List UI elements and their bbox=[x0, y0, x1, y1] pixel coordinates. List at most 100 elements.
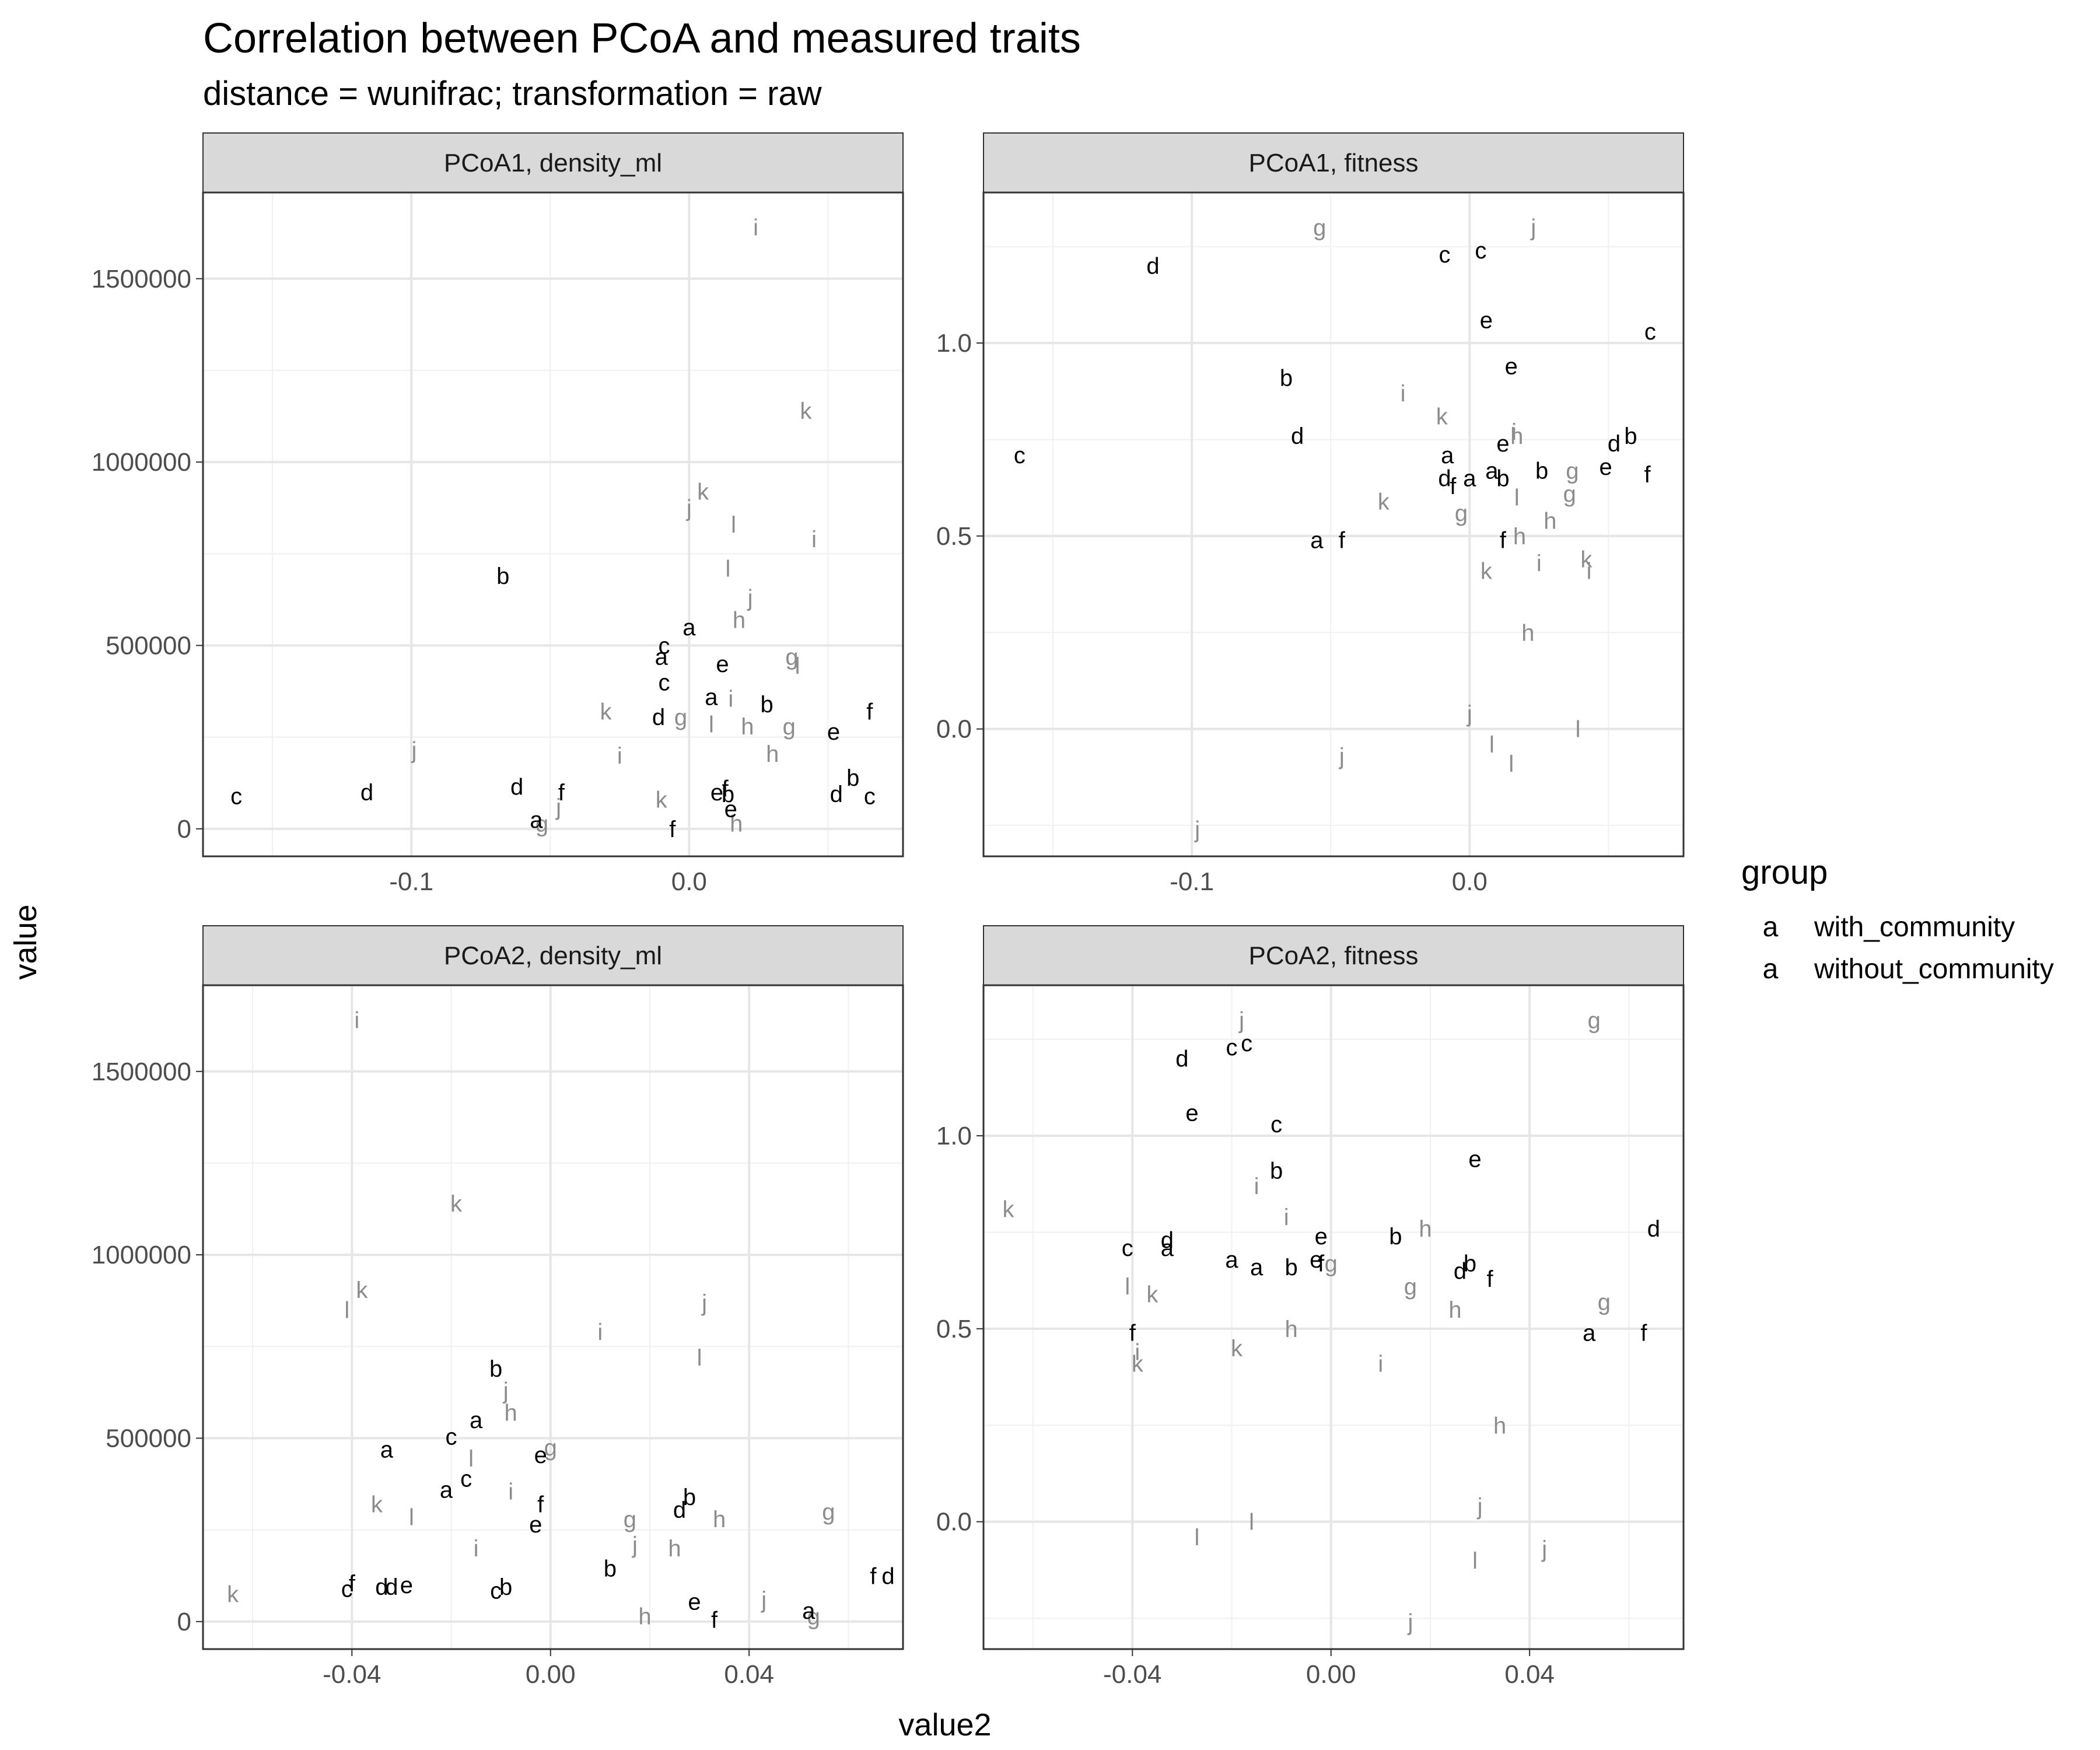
data-point: a bbox=[1463, 466, 1476, 492]
data-point: h bbox=[638, 1604, 651, 1629]
facet-strip bbox=[202, 925, 904, 986]
data-point: c bbox=[1644, 319, 1656, 345]
facet-strip-label: PCoA2, fitness bbox=[1248, 942, 1418, 970]
data-point: f bbox=[1450, 474, 1457, 499]
data-point: g bbox=[536, 811, 548, 836]
data-point: e bbox=[1496, 431, 1509, 457]
facet-strip-label: PCoA1, fitness bbox=[1248, 149, 1418, 177]
data-point: b bbox=[1496, 466, 1509, 492]
data-point: l bbox=[1576, 717, 1581, 743]
data-point: g bbox=[1455, 501, 1468, 526]
data-point: k bbox=[1003, 1197, 1015, 1223]
data-point: g bbox=[822, 1499, 835, 1525]
data-point: k bbox=[800, 398, 812, 424]
data-point: k bbox=[450, 1191, 463, 1217]
data-point: f bbox=[866, 699, 873, 725]
data-point: d bbox=[1647, 1216, 1660, 1242]
data-point: j bbox=[1238, 1008, 1244, 1034]
data-point: j bbox=[686, 496, 692, 522]
data-point: k bbox=[227, 1582, 239, 1608]
data-point: f bbox=[1644, 462, 1651, 488]
data-point: j bbox=[1194, 817, 1200, 843]
data-point: f bbox=[1318, 1251, 1325, 1276]
data-point: i bbox=[354, 1008, 359, 1034]
data-point: a bbox=[682, 615, 696, 640]
data-point: c bbox=[341, 1576, 353, 1602]
data-point: k bbox=[1132, 1351, 1144, 1377]
data-point: e bbox=[1315, 1224, 1328, 1250]
data-point: h bbox=[1419, 1216, 1432, 1242]
data-point: l bbox=[1249, 1510, 1254, 1535]
data-point: k bbox=[656, 788, 668, 813]
facet-panel: PCoA1, fitness-0.1 0.00.00.51.0g jikihgglk… bbox=[936, 132, 1685, 896]
legend-key: a bbox=[1763, 912, 1779, 943]
data-point: d bbox=[385, 1574, 398, 1600]
data-point: b bbox=[1270, 1158, 1283, 1184]
data-point: g bbox=[674, 705, 687, 730]
data-point: c bbox=[658, 633, 670, 659]
data-point: a bbox=[1441, 443, 1454, 468]
data-point: h bbox=[730, 811, 743, 836]
data-point: l bbox=[1125, 1274, 1130, 1300]
data-point: g bbox=[1566, 458, 1578, 484]
chart-title: Correlation between PCoA and measured tr… bbox=[203, 15, 1081, 62]
y-tick-label: 0.5 bbox=[936, 522, 972, 551]
data-point: k bbox=[697, 479, 709, 505]
panel-border bbox=[202, 984, 904, 1650]
data-point: j bbox=[503, 1378, 509, 1404]
facet-strip bbox=[202, 132, 904, 193]
y-tick-label: 1500000 bbox=[92, 1058, 191, 1086]
data-point: a bbox=[440, 1478, 453, 1503]
data-point: g bbox=[783, 714, 796, 740]
data-point: c bbox=[1122, 1236, 1133, 1261]
data-point: e bbox=[827, 719, 840, 745]
x-tick-label: 0.00 bbox=[526, 1660, 576, 1689]
data-point: k bbox=[1580, 547, 1592, 573]
data-point: d bbox=[375, 1574, 388, 1600]
x-tick-label: 0.0 bbox=[671, 867, 707, 896]
data-point: b bbox=[1624, 424, 1637, 449]
data-point: k bbox=[1231, 1336, 1243, 1362]
facet-panel: PCoA1, density_ml -0.1 0.0 0 500000 1000000 15… bbox=[92, 132, 904, 896]
data-point: j bbox=[1541, 1536, 1547, 1562]
data-point: l bbox=[795, 653, 800, 679]
data-point: f bbox=[1487, 1266, 1494, 1292]
data-point: d bbox=[1146, 254, 1159, 279]
data-point: c bbox=[230, 783, 242, 809]
data-point: e bbox=[688, 1589, 701, 1615]
data-point: b bbox=[496, 564, 509, 589]
data-point: i bbox=[753, 215, 758, 241]
data-point: j bbox=[1530, 215, 1536, 241]
y-tick-label: 1000000 bbox=[92, 1241, 191, 1269]
facet-panels: PCoA1, density_ml-0.1 0.00500000100000015… bbox=[92, 132, 1685, 1689]
data-point: d bbox=[1291, 424, 1304, 449]
chart-subtitle: distance = wunifrac; transformation = ra… bbox=[203, 75, 822, 113]
data-point: l bbox=[1195, 1525, 1200, 1550]
data-point: e bbox=[1505, 354, 1518, 380]
panel-background bbox=[203, 192, 903, 856]
legend-key: a bbox=[1763, 954, 1779, 985]
data-point: c bbox=[460, 1466, 472, 1492]
data-point: b bbox=[489, 1356, 502, 1382]
data-point: d bbox=[881, 1563, 894, 1589]
y-tick-label: 1500000 bbox=[92, 265, 191, 293]
data-point: k bbox=[1480, 558, 1493, 584]
data-point: k bbox=[600, 699, 612, 725]
data-point: a bbox=[1583, 1320, 1596, 1346]
legend-label: with_community bbox=[1814, 912, 2015, 943]
data-point: h bbox=[1521, 620, 1534, 646]
data-point: h bbox=[1448, 1297, 1461, 1323]
data-point: h bbox=[1285, 1317, 1298, 1342]
data-point: b bbox=[846, 765, 859, 791]
data-point: h bbox=[766, 741, 779, 767]
data-point: b bbox=[1389, 1224, 1402, 1250]
data-point: g bbox=[544, 1435, 557, 1461]
data-point: g bbox=[807, 1604, 820, 1629]
data-point: k bbox=[371, 1492, 383, 1518]
data-point: i bbox=[1135, 1340, 1140, 1366]
data-point: h bbox=[1493, 1413, 1506, 1438]
data-point: f bbox=[669, 817, 676, 842]
data-point: j bbox=[761, 1587, 766, 1613]
data-point: i bbox=[811, 527, 817, 552]
data-point: d bbox=[360, 780, 373, 806]
